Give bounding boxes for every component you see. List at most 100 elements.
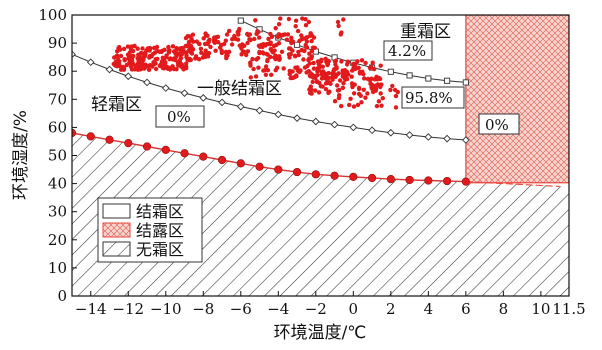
observation-point [247, 37, 252, 42]
observation-point [358, 93, 363, 99]
observation-point [310, 79, 315, 85]
observation-point [295, 65, 300, 70]
x-tick-label: 8 [499, 300, 509, 318]
observation-point [240, 42, 245, 47]
observation-point [147, 55, 152, 60]
x-tick-label: −8 [192, 300, 214, 318]
observation-point [155, 56, 160, 62]
y-axis-ticks: 0 10 20 30 40 50 60 70 80 90 100 [38, 6, 77, 305]
observation-point [374, 103, 380, 109]
x-tick-label: 4 [424, 300, 434, 318]
x-tick-label: 10 [531, 300, 550, 318]
general-frost-pct: 95.8% [405, 89, 453, 107]
observation-point [170, 65, 175, 70]
y-tick-label: 10 [48, 259, 67, 277]
dew-pct-box [478, 113, 520, 135]
observation-point [272, 48, 277, 53]
observation-point [304, 39, 310, 44]
observation-point [275, 65, 280, 71]
observation-point [191, 39, 196, 44]
observation-point [347, 102, 352, 108]
observation-point [223, 38, 228, 43]
light-frost-marker [124, 72, 133, 81]
observation-point [132, 43, 137, 49]
x-tick-label: −14 [75, 300, 107, 318]
light-frost-marker [386, 128, 395, 137]
observation-point [356, 65, 361, 71]
observation-point [311, 66, 317, 71]
observation-point [213, 48, 218, 53]
observation-point [296, 49, 301, 55]
observation-point [308, 87, 313, 92]
x-tick-label: −12 [112, 300, 144, 318]
observation-point [248, 75, 253, 80]
observation-point [313, 88, 318, 93]
frost-boundary-marker [161, 145, 170, 154]
y-tick-label: 30 [48, 203, 67, 221]
frost-boundary-marker [217, 155, 227, 165]
light-frost-marker [443, 134, 451, 143]
observation-point [269, 34, 275, 39]
observation-point [251, 66, 256, 72]
observation-point [285, 32, 291, 37]
light-frost-marker [462, 136, 470, 144]
observation-point [304, 35, 309, 40]
observation-point [150, 64, 155, 69]
observation-point [170, 44, 176, 49]
y-tick-label: 100 [38, 6, 67, 24]
observation-point [359, 100, 364, 105]
observation-point [141, 57, 146, 63]
frost-boundary-marker [180, 149, 189, 158]
observation-point [346, 59, 351, 65]
observation-point [309, 48, 315, 54]
observation-point [250, 56, 255, 62]
observation-point [262, 68, 267, 73]
observation-point [303, 17, 308, 22]
observation-point [289, 35, 294, 40]
observation-point [125, 44, 131, 49]
observation-point [303, 42, 308, 48]
observation-point [310, 45, 316, 50]
observation-point [369, 76, 374, 81]
observation-point [226, 49, 232, 54]
observation-point [213, 35, 219, 40]
observation-point [351, 62, 356, 67]
observation-point [163, 60, 168, 65]
light-frost-label: 轻霜区 [91, 95, 142, 115]
observation-point [372, 77, 377, 82]
observation-point [282, 32, 287, 37]
observation-point [301, 57, 306, 62]
observation-point [348, 96, 353, 102]
observation-point [142, 54, 147, 59]
observation-point [319, 76, 325, 81]
frost-boundary-marker [311, 170, 320, 179]
observation-point [326, 70, 331, 76]
heavy-frost-pct-box [383, 40, 433, 61]
frost-boundary-marker [255, 162, 264, 171]
observation-point [361, 71, 366, 77]
light-frost-pct: 0% [167, 108, 191, 126]
observation-point [174, 67, 179, 72]
observation-point [263, 64, 269, 69]
observation-point [177, 51, 182, 57]
light-frost-marker [143, 78, 151, 87]
light-frost-marker [199, 94, 208, 102]
observation-point [257, 44, 263, 49]
observation-point [232, 33, 237, 39]
observation-point [370, 83, 375, 89]
observation-point [140, 46, 145, 51]
observation-point [299, 37, 304, 42]
observation-point [330, 75, 336, 80]
x-tick-label: −4 [267, 300, 289, 318]
light-frost-pct-box [155, 105, 205, 128]
observation-point [287, 55, 292, 60]
observation-point [263, 43, 268, 48]
observation-point [174, 46, 179, 51]
observation-point [326, 75, 331, 81]
observation-point [367, 65, 373, 71]
dew-pct: 0% [485, 116, 509, 134]
light-frost-marker [274, 110, 283, 119]
observation-point [144, 48, 149, 53]
observation-point [388, 87, 393, 93]
observation-point [224, 32, 230, 37]
